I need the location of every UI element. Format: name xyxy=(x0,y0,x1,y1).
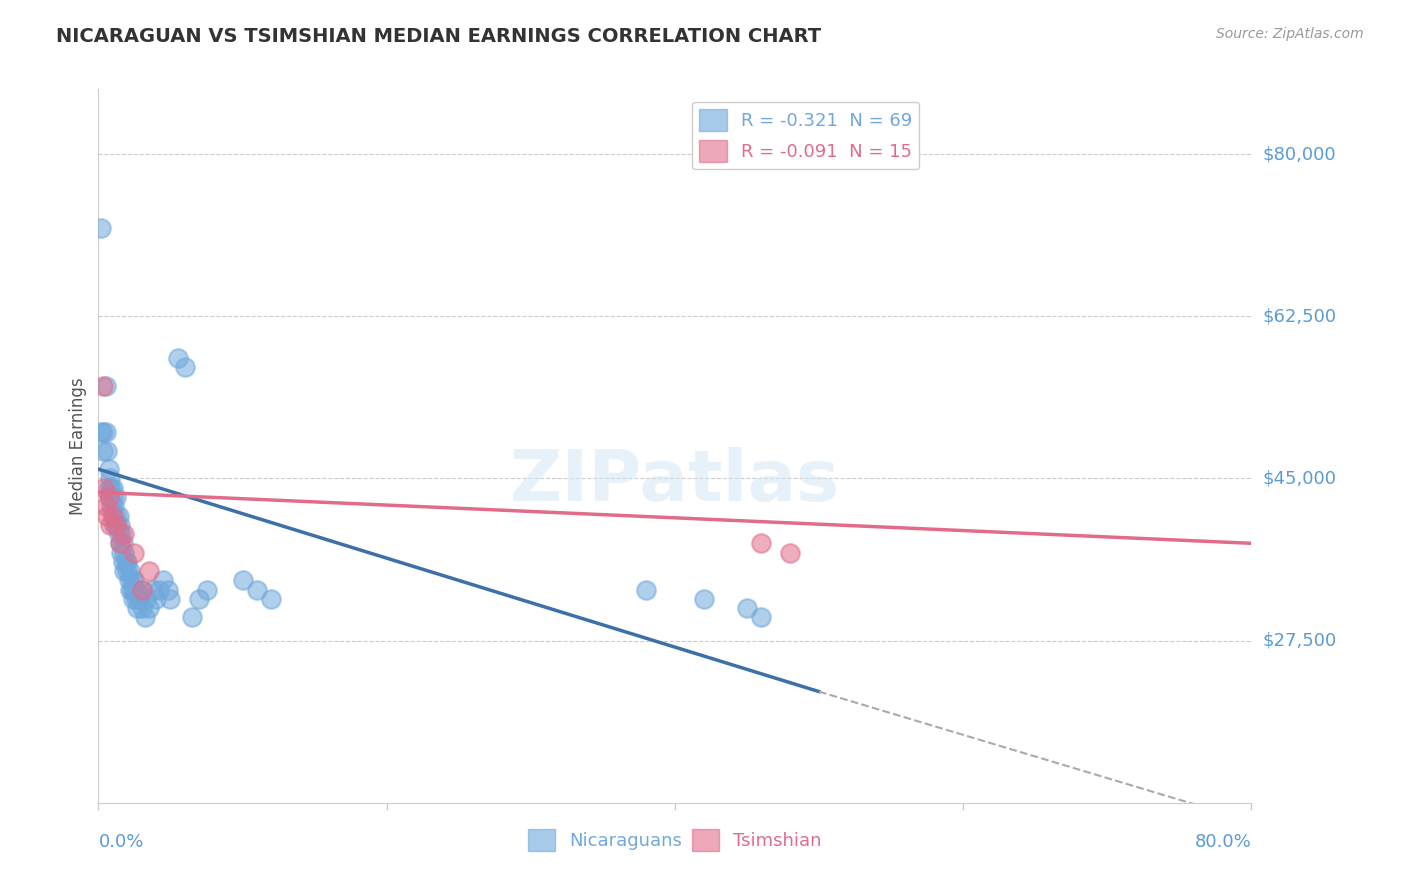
Y-axis label: Median Earnings: Median Earnings xyxy=(69,377,87,515)
Nicaraguans xyxy=(260,591,283,606)
Tsimshian xyxy=(779,545,801,559)
Tsimshian xyxy=(751,536,773,550)
Tsimshian xyxy=(96,508,118,523)
Nicaraguans xyxy=(90,221,112,235)
Nicaraguans xyxy=(101,481,124,495)
Nicaraguans xyxy=(111,555,134,569)
Nicaraguans xyxy=(231,574,254,588)
Nicaraguans xyxy=(98,471,121,485)
Text: 80.0%: 80.0% xyxy=(1195,833,1251,851)
Nicaraguans xyxy=(94,378,117,392)
Nicaraguans xyxy=(118,574,141,588)
Tsimshian xyxy=(94,500,117,514)
Tsimshian xyxy=(138,564,160,578)
Tsimshian xyxy=(93,481,115,495)
Text: $45,000: $45,000 xyxy=(1263,469,1337,487)
Nicaraguans xyxy=(145,591,167,606)
Nicaraguans xyxy=(735,601,758,615)
Tsimshian xyxy=(91,378,114,392)
Nicaraguans xyxy=(117,555,138,569)
Nicaraguans xyxy=(107,527,129,541)
Tsimshian xyxy=(98,517,121,532)
Nicaraguans xyxy=(138,601,160,615)
Tsimshian xyxy=(112,527,135,541)
Text: $80,000: $80,000 xyxy=(1263,145,1336,163)
Nicaraguans xyxy=(195,582,218,597)
Nicaraguans xyxy=(636,582,658,597)
Tsimshian xyxy=(108,536,131,550)
Nicaraguans xyxy=(117,564,138,578)
Nicaraguans xyxy=(125,591,148,606)
Nicaraguans xyxy=(148,582,170,597)
Legend: Nicaraguans, Tsimshian: Nicaraguans, Tsimshian xyxy=(522,822,828,858)
Nicaraguans xyxy=(188,591,211,606)
Nicaraguans xyxy=(112,564,135,578)
Nicaraguans xyxy=(98,490,121,504)
Nicaraguans xyxy=(152,574,174,588)
Nicaraguans xyxy=(121,574,143,588)
Nicaraguans xyxy=(166,351,188,365)
Nicaraguans xyxy=(124,582,146,597)
Text: $62,500: $62,500 xyxy=(1263,307,1337,326)
Nicaraguans xyxy=(159,591,181,606)
Nicaraguans xyxy=(121,582,143,597)
Nicaraguans xyxy=(131,601,153,615)
Nicaraguans xyxy=(246,582,269,597)
Nicaraguans xyxy=(100,500,122,514)
Nicaraguans xyxy=(108,517,131,532)
Tsimshian xyxy=(104,517,127,532)
Nicaraguans xyxy=(135,591,157,606)
Nicaraguans xyxy=(110,545,132,559)
Nicaraguans xyxy=(751,610,773,624)
Nicaraguans xyxy=(134,610,156,624)
Nicaraguans xyxy=(103,500,125,514)
Nicaraguans xyxy=(104,508,127,523)
Nicaraguans xyxy=(100,481,122,495)
Nicaraguans xyxy=(108,536,131,550)
Tsimshian xyxy=(131,582,153,597)
Nicaraguans xyxy=(128,591,150,606)
Nicaraguans xyxy=(97,481,120,495)
Nicaraguans xyxy=(114,555,136,569)
Nicaraguans xyxy=(174,360,197,375)
Nicaraguans xyxy=(107,508,129,523)
Nicaraguans xyxy=(111,536,134,550)
Nicaraguans xyxy=(104,490,127,504)
Nicaraguans xyxy=(120,564,142,578)
Tsimshian xyxy=(101,508,124,523)
Nicaraguans xyxy=(142,582,165,597)
Nicaraguans xyxy=(110,527,132,541)
Nicaraguans xyxy=(120,582,142,597)
Nicaraguans xyxy=(101,490,124,504)
Nicaraguans xyxy=(156,582,179,597)
Text: 0.0%: 0.0% xyxy=(98,833,143,851)
Nicaraguans xyxy=(105,517,128,532)
Tsimshian xyxy=(97,490,120,504)
Nicaraguans xyxy=(103,517,125,532)
Nicaraguans xyxy=(124,574,146,588)
Nicaraguans xyxy=(90,425,112,439)
Tsimshian xyxy=(124,545,146,559)
Nicaraguans xyxy=(97,462,120,476)
Text: $27,500: $27,500 xyxy=(1263,632,1337,649)
Nicaraguans xyxy=(181,610,204,624)
Nicaraguans xyxy=(127,601,149,615)
Nicaraguans xyxy=(131,582,153,597)
Nicaraguans xyxy=(125,582,148,597)
Nicaraguans xyxy=(122,591,145,606)
Text: NICARAGUAN VS TSIMSHIAN MEDIAN EARNINGS CORRELATION CHART: NICARAGUAN VS TSIMSHIAN MEDIAN EARNINGS … xyxy=(56,27,821,45)
Nicaraguans xyxy=(91,425,114,439)
Nicaraguans xyxy=(94,425,117,439)
Nicaraguans xyxy=(693,591,716,606)
Nicaraguans xyxy=(96,443,118,458)
Nicaraguans xyxy=(101,508,124,523)
Text: Source: ZipAtlas.com: Source: ZipAtlas.com xyxy=(1216,27,1364,41)
Text: ZIPatlas: ZIPatlas xyxy=(510,447,839,516)
Nicaraguans xyxy=(112,545,135,559)
Nicaraguans xyxy=(91,443,114,458)
